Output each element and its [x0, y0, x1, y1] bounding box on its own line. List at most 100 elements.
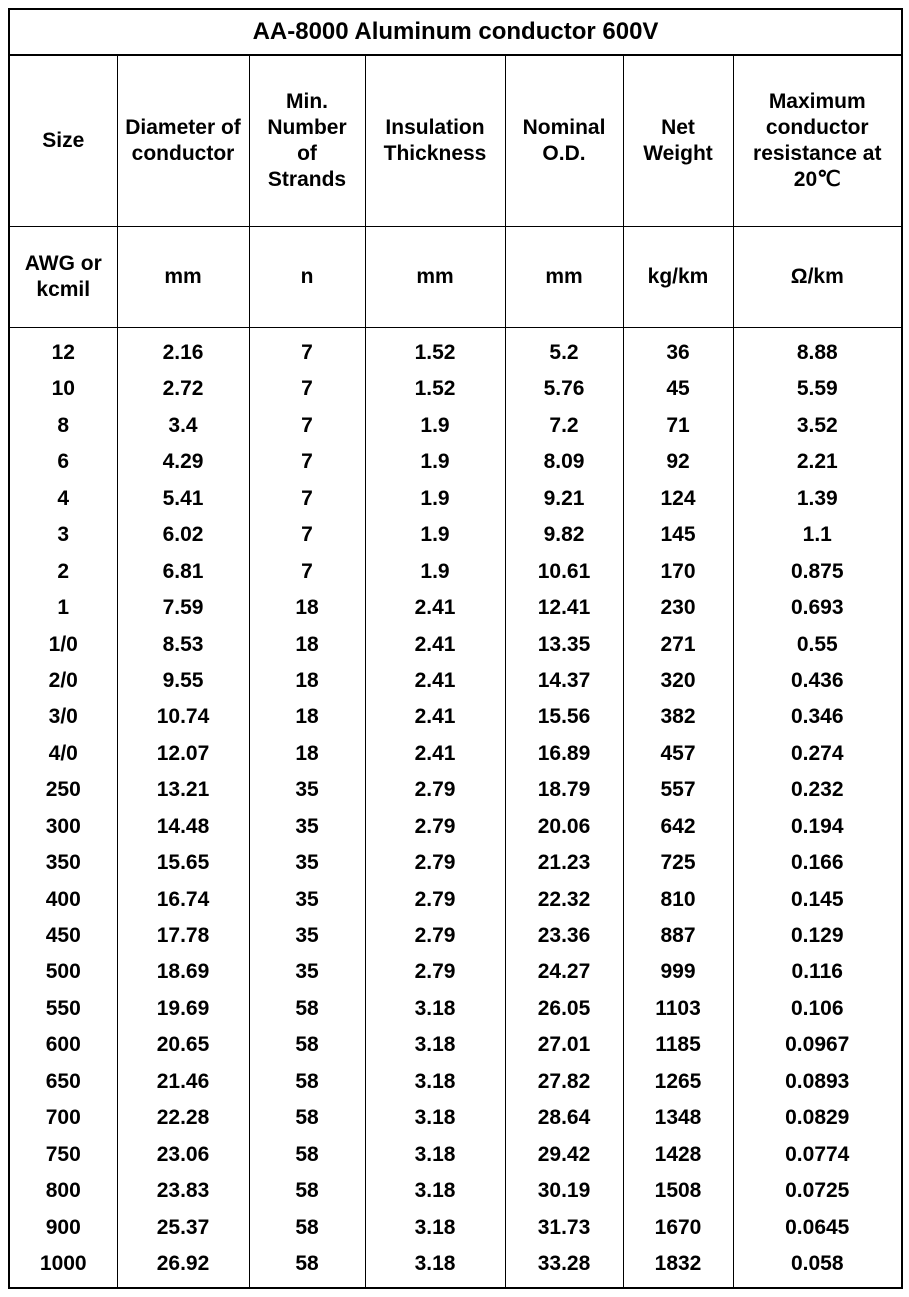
table-row: 45017.78352.7923.368870.129: [9, 918, 902, 954]
table-cell: 18: [249, 699, 365, 735]
table-title: AA-8000 Aluminum conductor 600V: [8, 8, 903, 54]
table-cell: 300: [9, 809, 117, 845]
conductor-spec-table: AA-8000 Aluminum conductor 600V Size Dia…: [8, 8, 903, 1289]
table-cell: 35: [249, 882, 365, 918]
table-cell: 16.74: [117, 882, 249, 918]
table-cell: 31.73: [505, 1210, 623, 1246]
table-cell: 92: [623, 444, 733, 480]
col-unit-diameter: mm: [117, 227, 249, 328]
table-cell: 2.41: [365, 627, 505, 663]
table-cell: 36: [623, 328, 733, 372]
table-cell: 3.4: [117, 408, 249, 444]
table-cell: 10.61: [505, 554, 623, 590]
table-cell: 382: [623, 699, 733, 735]
table-cell: 15.65: [117, 845, 249, 881]
table-cell: 21.46: [117, 1064, 249, 1100]
table-cell: 15.56: [505, 699, 623, 735]
table-cell: 1.9: [365, 517, 505, 553]
table-cell: 58: [249, 1027, 365, 1063]
table-row: 1/08.53182.4113.352710.55: [9, 627, 902, 663]
table-cell: 0.346: [733, 699, 902, 735]
table-cell: 2.79: [365, 882, 505, 918]
table-cell: 29.42: [505, 1137, 623, 1173]
table-cell: 58: [249, 1100, 365, 1136]
table-cell: 4: [9, 481, 117, 517]
col-header-resistance: Maximum conductor resistance at 20℃: [733, 55, 902, 227]
col-unit-size: AWG or kcmil: [9, 227, 117, 328]
col-header-insulation: Insulation Thickness: [365, 55, 505, 227]
table-cell: 20.65: [117, 1027, 249, 1063]
table-cell: 58: [249, 991, 365, 1027]
table-cell: 350: [9, 845, 117, 881]
table-header: Size Diameter of conductor Min. Number o…: [9, 55, 902, 328]
table-cell: 1/0: [9, 627, 117, 663]
col-unit-resistance: Ω/km: [733, 227, 902, 328]
table-cell: 457: [623, 736, 733, 772]
table-cell: 887: [623, 918, 733, 954]
table-cell: 7: [249, 408, 365, 444]
table-cell: 230: [623, 590, 733, 626]
table-cell: 16.89: [505, 736, 623, 772]
table-cell: 1.9: [365, 554, 505, 590]
table-cell: 500: [9, 954, 117, 990]
table-cell: 2/0: [9, 663, 117, 699]
table-cell: 26.05: [505, 991, 623, 1027]
table-cell: 6.81: [117, 554, 249, 590]
table-cell: 5.76: [505, 371, 623, 407]
table-cell: 124: [623, 481, 733, 517]
table-cell: 1103: [623, 991, 733, 1027]
table-cell: 145: [623, 517, 733, 553]
table-cell: 18: [249, 627, 365, 663]
table-cell: 58: [249, 1137, 365, 1173]
table-cell: 19.69: [117, 991, 249, 1027]
table-row: 83.471.97.2713.52: [9, 408, 902, 444]
table-cell: 58: [249, 1064, 365, 1100]
table-cell: 7: [249, 554, 365, 590]
table-cell: 1.9: [365, 408, 505, 444]
table-cell: 600: [9, 1027, 117, 1063]
table-cell: 0.116: [733, 954, 902, 990]
table-cell: 18: [249, 663, 365, 699]
table-row: 3/010.74182.4115.563820.346: [9, 699, 902, 735]
table-cell: 2.16: [117, 328, 249, 372]
table-cell: 8.88: [733, 328, 902, 372]
table-cell: 13.35: [505, 627, 623, 663]
table-cell: 0.875: [733, 554, 902, 590]
table-cell: 12.41: [505, 590, 623, 626]
table-row: 102.7271.525.76455.59: [9, 371, 902, 407]
table-cell: 7: [249, 444, 365, 480]
table-cell: 0.0645: [733, 1210, 902, 1246]
table-cell: 2.41: [365, 590, 505, 626]
table-cell: 2.21: [733, 444, 902, 480]
table-cell: 23.06: [117, 1137, 249, 1173]
table-cell: 5.59: [733, 371, 902, 407]
table-cell: 8: [9, 408, 117, 444]
table-cell: 400: [9, 882, 117, 918]
table-cell: 33.28: [505, 1246, 623, 1288]
table-row: 25013.21352.7918.795570.232: [9, 772, 902, 808]
table-cell: 12.07: [117, 736, 249, 772]
table-row: 55019.69583.1826.0511030.106: [9, 991, 902, 1027]
col-header-od: Nominal O.D.: [505, 55, 623, 227]
table-cell: 13.21: [117, 772, 249, 808]
table-cell: 58: [249, 1246, 365, 1288]
table-cell: 700: [9, 1100, 117, 1136]
table-cell: 17.78: [117, 918, 249, 954]
table-cell: 1348: [623, 1100, 733, 1136]
header-labels-row: Size Diameter of conductor Min. Number o…: [9, 55, 902, 227]
table-cell: 1508: [623, 1173, 733, 1209]
table-row: 45.4171.99.211241.39: [9, 481, 902, 517]
col-header-weight: Net Weight: [623, 55, 733, 227]
table-cell: 1.52: [365, 371, 505, 407]
table-body: 122.1671.525.2368.88102.7271.525.76455.5…: [9, 328, 902, 1289]
table-cell: 45: [623, 371, 733, 407]
table-cell: 0.0967: [733, 1027, 902, 1063]
table-cell: 18.69: [117, 954, 249, 990]
table-cell: 3.18: [365, 1027, 505, 1063]
table-row: 60020.65583.1827.0111850.0967: [9, 1027, 902, 1063]
col-header-diameter: Diameter of conductor: [117, 55, 249, 227]
table-cell: 1.52: [365, 328, 505, 372]
table-cell: 2.79: [365, 809, 505, 845]
table-cell: 28.64: [505, 1100, 623, 1136]
table-cell: 7.2: [505, 408, 623, 444]
